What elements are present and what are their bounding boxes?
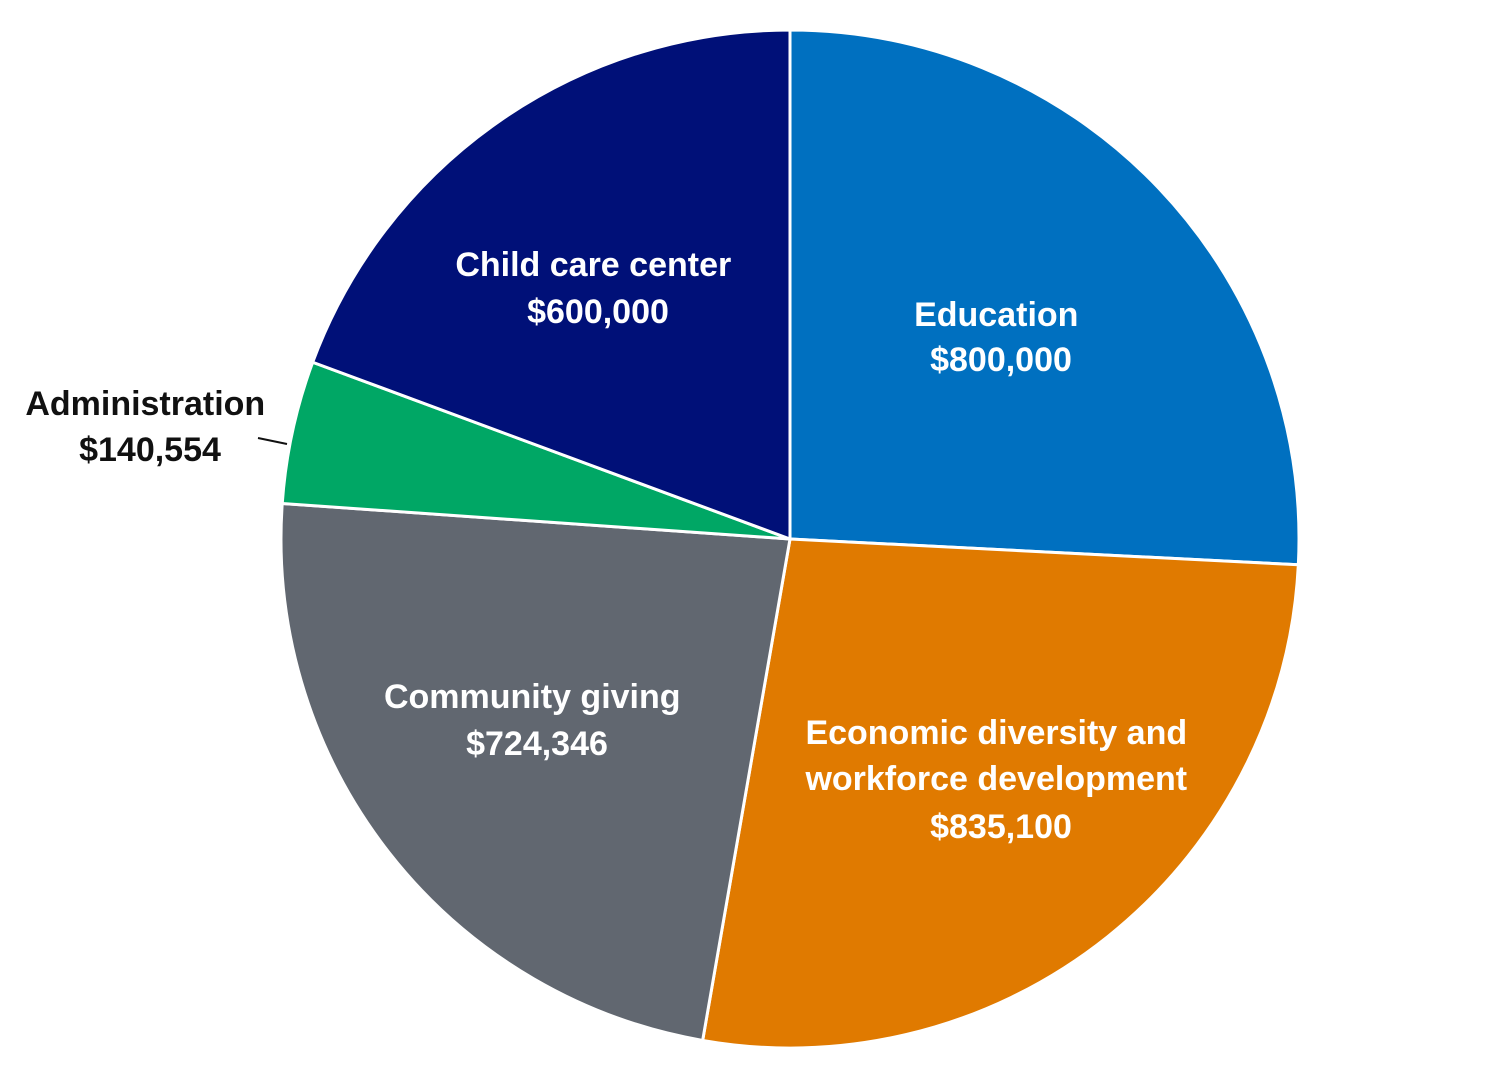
slice-child-care-center: [311, 28, 792, 541]
label-community-giving: Community giving $724,346: [384, 678, 690, 763]
slice-community-giving: [279, 501, 792, 1042]
label-education: Education $800,000: [914, 296, 1088, 379]
label-education-name: Education: [914, 296, 1078, 334]
label-administration-name: Administration: [25, 385, 265, 423]
slice-economic-diversity: [701, 537, 1300, 1050]
label-administration-amount: $140,554: [79, 431, 221, 469]
pie-slices: [279, 28, 1301, 1050]
label-economic-diversity: Economic diversity and workforce develop…: [804, 714, 1196, 846]
label-community-giving-name: Community giving: [384, 678, 681, 716]
slice-education: [788, 28, 1301, 567]
label-education-amount: $800,000: [930, 341, 1072, 379]
label-administration: Administration $140,554: [25, 385, 274, 469]
label-economic-diversity-name-line1: Economic diversity and: [805, 714, 1187, 752]
label-child-care-center: Child care center $600,000: [455, 246, 740, 331]
administration-leader-line: [257, 437, 288, 445]
label-economic-diversity-amount: $835,100: [930, 808, 1072, 846]
label-child-care-center-name: Child care center: [455, 246, 731, 284]
label-child-care-center-amount: $600,000: [527, 293, 669, 331]
label-economic-diversity-name-line2: workforce development: [804, 760, 1187, 798]
label-community-giving-amount: $724,346: [466, 725, 608, 763]
